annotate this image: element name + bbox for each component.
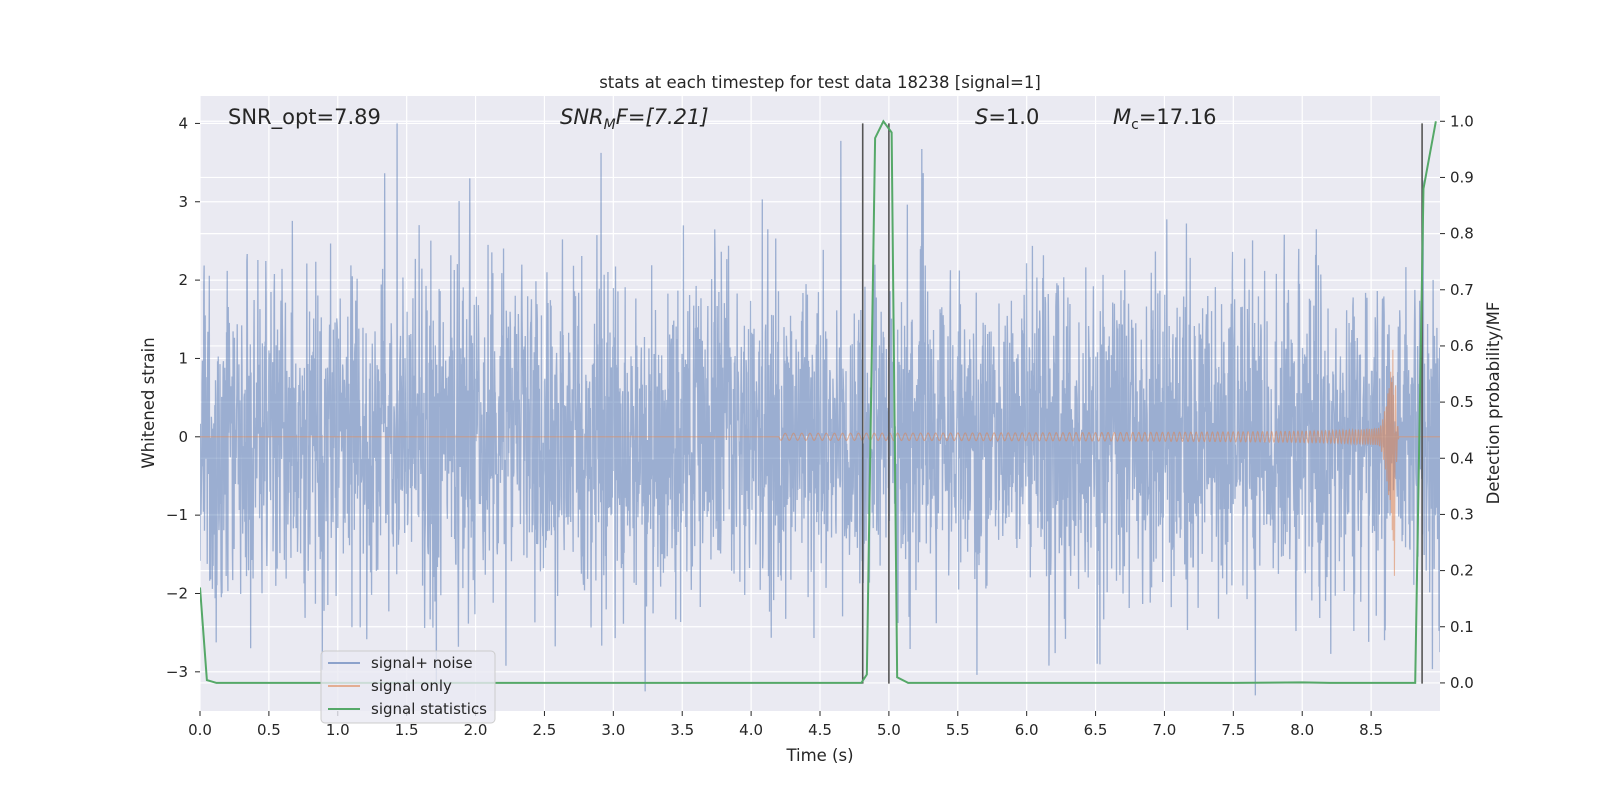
legend: signal+ noise signal only signal statist… [320, 650, 496, 724]
annotation-snr-opt: SNR_opt=7.89 [228, 105, 381, 130]
x-tick-label: 8.5 [1359, 721, 1383, 739]
y-tick-label: 0 [178, 428, 188, 446]
annotation-mc: Mc=17.16 [1113, 105, 1217, 133]
y2-ticks: 0.0 0.1 0.2 0.3 0.4 0.5 0.6 0.7 0.8 0.9 1.0 [1440, 112, 1474, 692]
y-tick-label: −2 [166, 584, 188, 602]
y2-tick-label: 0.7 [1450, 281, 1474, 299]
x-tick-label: 0.5 [257, 721, 281, 739]
x-tick-label: 2.5 [533, 721, 557, 739]
x-tick-label: 4.0 [739, 721, 763, 739]
y2-tick-label: 0.1 [1450, 618, 1474, 636]
y2-tick-label: 0.9 [1450, 168, 1474, 186]
y-tick-label: −1 [166, 506, 188, 524]
annotation-s: S=1.0 [975, 105, 1039, 129]
y2-tick-label: 0.4 [1450, 449, 1474, 467]
annotations: SNR_opt=7.89 SNRMF=[7.21] S=1.0 Mc=17.16 [228, 105, 1217, 133]
x-tick-label: 4.5 [808, 721, 832, 739]
y2-tick-label: 1.0 [1450, 112, 1474, 130]
legend-label-signal-statistics: signal statistics [371, 700, 487, 718]
legend-label-signal-noise: signal+ noise [371, 654, 473, 672]
y2-axis-label: Detection probability/MF [1484, 302, 1503, 505]
x-tick-label: 6.0 [1015, 721, 1039, 739]
y-tick-label: 4 [178, 114, 188, 132]
y2-tick-label: 0.3 [1450, 505, 1474, 523]
x-tick-label: 6.5 [1084, 721, 1108, 739]
x-tick-label: 5.0 [877, 721, 901, 739]
x-tick-label: 7.5 [1221, 721, 1245, 739]
x-tick-label: 1.5 [395, 721, 419, 739]
y2-tick-label: 0.0 [1450, 674, 1474, 692]
y2-tick-label: 0.5 [1450, 393, 1474, 411]
x-tick-label: 2.0 [464, 721, 488, 739]
series-layer [200, 119, 1440, 696]
x-tick-label: 0.0 [188, 721, 212, 739]
y-ticks: −3 −2 −1 0 1 2 3 4 [166, 114, 200, 681]
x-tick-label: 5.5 [946, 721, 970, 739]
series-signal-noise [200, 123, 1440, 696]
x-tick-label: 3.5 [670, 721, 694, 739]
x-tick-label: 1.0 [326, 721, 350, 739]
y-tick-label: 3 [178, 193, 188, 211]
annotation-snr-mf: SNRMF=[7.21] [560, 105, 709, 133]
y-tick-label: 2 [178, 271, 188, 289]
chart-title: stats at each timestep for test data 182… [599, 73, 1041, 92]
series-signal-statistics [200, 119, 1437, 684]
x-axis-label: Time (s) [785, 746, 853, 765]
y-tick-label: 1 [178, 349, 188, 367]
series-signal-only [200, 349, 1440, 576]
y2-tick-label: 0.8 [1450, 225, 1474, 243]
x-tick-label: 8.0 [1290, 721, 1314, 739]
x-ticks: 0.0 0.5 1.0 1.5 2.0 2.5 3.0 3.5 4.0 4.5 5.0 5.5 6.0 6… [188, 711, 1383, 739]
legend-box [320, 650, 496, 724]
legend-label-signal-only: signal only [371, 677, 452, 695]
x-tick-label: 7.0 [1153, 721, 1177, 739]
y-tick-label: −3 [166, 663, 188, 681]
y2-tick-label: 0.6 [1450, 337, 1474, 355]
x-tick-label: 3.0 [601, 721, 625, 739]
y-axis-label: Whitened strain [139, 337, 158, 468]
y2-tick-label: 0.2 [1450, 562, 1474, 580]
